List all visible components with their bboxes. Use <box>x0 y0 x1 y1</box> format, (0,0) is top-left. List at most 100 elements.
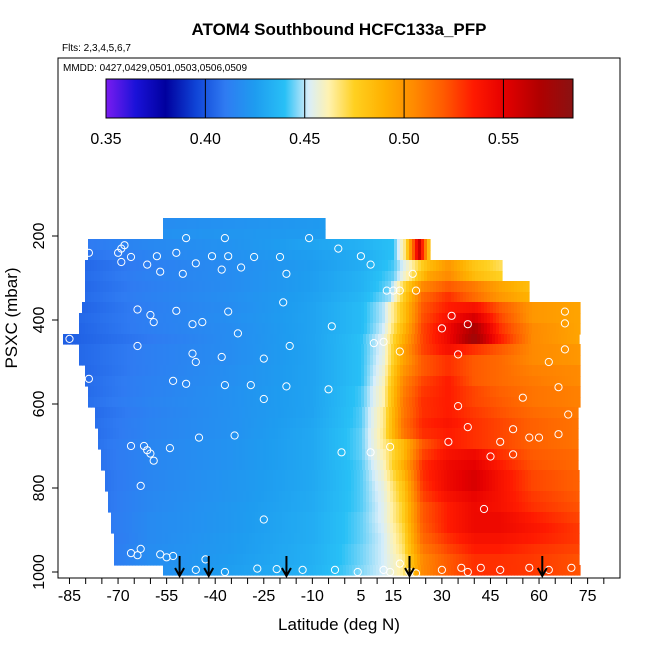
heatmap-cell <box>201 470 205 482</box>
heatmap-cell <box>208 344 212 356</box>
heatmap-cell <box>262 218 266 230</box>
heatmap-cell <box>575 460 579 471</box>
heatmap-cell <box>205 218 209 230</box>
heatmap-cell <box>500 439 504 450</box>
heatmap-cell <box>525 523 529 534</box>
heatmap-cell <box>526 397 530 408</box>
heatmap-cell <box>312 554 316 566</box>
heatmap-cell <box>202 239 206 251</box>
heatmap-cell <box>556 344 560 356</box>
heatmap-cell <box>417 523 421 534</box>
heatmap-cell <box>123 533 127 545</box>
heatmap-cell <box>302 428 306 440</box>
heatmap-cell <box>406 365 410 377</box>
heatmap-cell <box>124 344 128 356</box>
heatmap-cell <box>486 491 490 503</box>
heatmap-cell <box>444 502 448 513</box>
heatmap-cell <box>79 344 83 356</box>
heatmap-cell <box>171 523 175 534</box>
heatmap-cell <box>334 376 338 387</box>
heatmap-cell <box>207 502 211 513</box>
heatmap-cell <box>234 491 238 503</box>
heatmap-cell <box>228 512 232 524</box>
heatmap-cell <box>148 281 152 293</box>
heatmap-cell <box>554 460 558 471</box>
heatmap-cell <box>421 355 425 366</box>
heatmap-cell <box>383 407 387 419</box>
heatmap-cell <box>221 439 225 450</box>
heatmap-cell <box>148 376 152 387</box>
heatmap-cell <box>316 302 320 314</box>
heatmap-cell <box>418 250 422 261</box>
heatmap-cell <box>254 449 258 461</box>
heatmap-cell <box>379 313 383 324</box>
heatmap-cell <box>216 533 220 545</box>
heatmap-cell <box>313 281 317 293</box>
heatmap-cell <box>522 554 526 566</box>
heatmap-cell <box>469 355 473 366</box>
heatmap-cell <box>519 334 523 345</box>
heatmap-cell <box>295 376 299 387</box>
heatmap-cell <box>325 302 329 314</box>
heatmap-cell <box>548 428 552 440</box>
heatmap-cell <box>532 376 536 387</box>
heatmap-cell <box>497 460 501 471</box>
heatmap-cell <box>276 544 280 555</box>
heatmap-cell <box>156 523 160 534</box>
heatmap-cell <box>400 376 404 387</box>
heatmap-cell <box>537 523 541 534</box>
heatmap-cell <box>509 428 513 440</box>
heatmap-cell <box>525 512 529 524</box>
heatmap-cell <box>205 239 209 251</box>
heatmap-cell <box>255 470 259 482</box>
heatmap-cell <box>187 281 191 293</box>
heatmap-cell <box>511 344 515 356</box>
heatmap-cell <box>427 397 431 408</box>
heatmap-cell <box>433 302 437 314</box>
heatmap-cell <box>533 460 537 471</box>
heatmap-cell <box>116 449 120 461</box>
heatmap-cell <box>523 281 527 293</box>
heatmap-cell <box>571 355 575 366</box>
heatmap-cell <box>244 565 248 576</box>
heatmap-cell <box>299 428 303 440</box>
heatmap-cell <box>516 491 520 503</box>
heatmap-cell <box>116 418 120 429</box>
heatmap-cell <box>463 344 467 356</box>
heatmap-cell <box>539 439 543 450</box>
heatmap-cell <box>479 460 483 471</box>
heatmap-cell <box>451 397 455 408</box>
heatmap-cell <box>523 386 527 398</box>
heatmap-cell <box>418 281 422 293</box>
heatmap-cell <box>566 460 570 471</box>
heatmap-cell <box>245 449 249 461</box>
heatmap-cell <box>423 502 427 513</box>
heatmap-cell <box>143 460 147 471</box>
heatmap-cell <box>531 533 535 545</box>
heatmap-cell <box>307 323 311 335</box>
heatmap-cell <box>559 302 563 314</box>
heatmap-cell <box>301 565 305 576</box>
heatmap-cell <box>223 565 227 576</box>
heatmap-cell <box>577 313 581 324</box>
heatmap-cell <box>135 470 139 482</box>
heatmap-cell <box>499 344 503 356</box>
heatmap-cell <box>297 554 301 566</box>
heatmap-cell <box>367 239 371 251</box>
heatmap-cell <box>247 323 251 335</box>
heatmap-cell <box>341 460 345 471</box>
heatmap-cell <box>504 523 508 534</box>
heatmap-cell <box>363 502 367 513</box>
heatmap-cell <box>528 481 532 492</box>
heatmap-cell <box>292 323 296 335</box>
heatmap-cell <box>205 323 209 335</box>
heatmap-cell <box>444 481 448 492</box>
heatmap-cell <box>351 544 355 555</box>
heatmap-cell <box>461 407 465 419</box>
heatmap-cell <box>573 544 577 555</box>
heatmap-cell <box>224 428 228 440</box>
heatmap-cell <box>442 397 446 408</box>
heatmap-cell <box>129 491 133 503</box>
heatmap-cell <box>316 229 320 240</box>
heatmap-cell <box>277 229 281 240</box>
